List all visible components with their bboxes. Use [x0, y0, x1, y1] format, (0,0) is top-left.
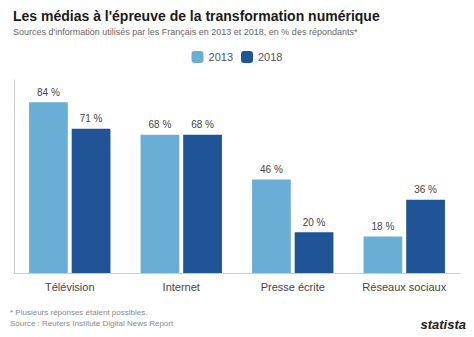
svg-text:20 %: 20 %: [303, 217, 326, 228]
svg-text:84 %: 84 %: [37, 87, 60, 98]
svg-text:statista: statista: [420, 317, 466, 332]
svg-text:Sources d'information utilisés: Sources d'information utilisés par les F…: [13, 27, 358, 37]
svg-text:Les médias à l'épreuve de la t: Les médias à l'épreuve de la transformat…: [13, 8, 380, 24]
svg-text:Télévision: Télévision: [45, 281, 95, 293]
svg-text:2018: 2018: [258, 51, 282, 63]
svg-text:Source : Reuters Institute Dig: Source : Reuters Institute Digital News …: [10, 319, 174, 328]
svg-text:* Plusieurs réponses étaient p: * Plusieurs réponses étaient possibles.: [10, 308, 147, 317]
svg-text:18 %: 18 %: [372, 221, 395, 232]
svg-text:71 %: 71 %: [80, 113, 103, 124]
svg-text:2013: 2013: [209, 51, 233, 63]
svg-text:36 %: 36 %: [414, 184, 437, 195]
svg-text:Presse écrite: Presse écrite: [261, 281, 325, 293]
svg-text:68 %: 68 %: [149, 119, 172, 130]
svg-text:Réseaux sociaux: Réseaux sociaux: [362, 281, 446, 293]
svg-text:Internet: Internet: [163, 281, 200, 293]
svg-text:46 %: 46 %: [260, 164, 283, 175]
svg-text:68 %: 68 %: [191, 119, 214, 130]
